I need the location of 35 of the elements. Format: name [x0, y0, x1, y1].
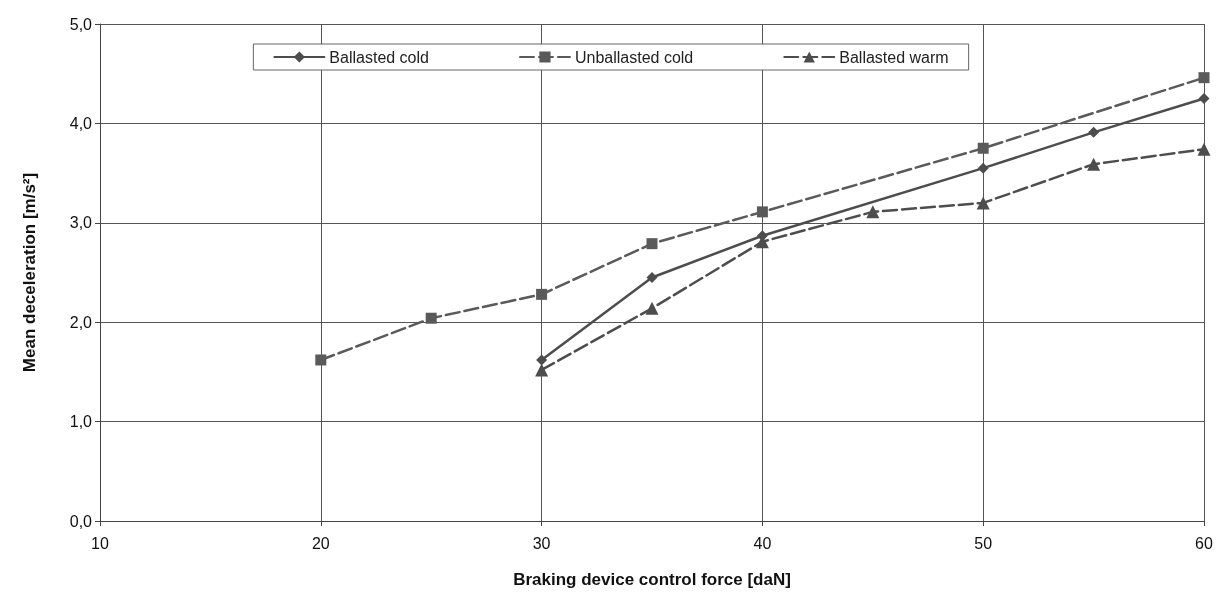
point: [1198, 93, 1210, 105]
point: [1088, 126, 1100, 138]
point: [425, 312, 437, 324]
point: [756, 206, 768, 218]
point: [646, 271, 658, 283]
y-tick-label: 1,0: [69, 413, 93, 431]
point: [1087, 157, 1101, 171]
point: [866, 205, 880, 219]
point: [1197, 142, 1211, 156]
point: [315, 354, 327, 366]
point: [976, 196, 990, 210]
x-tick-label: 50: [974, 534, 993, 552]
y-tick-label: 3,0: [69, 214, 93, 232]
point: [977, 142, 989, 154]
x-tick-label: 10: [91, 534, 109, 552]
x-tick-label: 20: [311, 534, 330, 552]
point: [645, 301, 659, 315]
y-tick-label: 5,0: [69, 15, 93, 33]
y-axis-title: Mean deceleration [m/s²]: [20, 172, 39, 373]
legend-label: Ballasted warm: [839, 48, 949, 66]
point: [977, 162, 989, 174]
x-axis-title: Braking device control force [daN]: [513, 570, 791, 589]
y-tick-label: 0,0: [69, 512, 93, 530]
legend-label: Unballasted cold: [574, 48, 694, 66]
point: [646, 238, 658, 250]
y-tick-label: 2,0: [69, 313, 93, 331]
point: [1198, 72, 1210, 84]
legend-label: Ballasted cold: [329, 48, 429, 66]
point: [536, 354, 548, 366]
x-tick-label: 40: [753, 534, 772, 552]
y-tick-label: 4,0: [69, 114, 93, 132]
x-tick-label: 30: [532, 534, 551, 552]
x-tick-label: 60: [1195, 534, 1213, 552]
point: [536, 288, 548, 300]
point: [535, 363, 549, 377]
